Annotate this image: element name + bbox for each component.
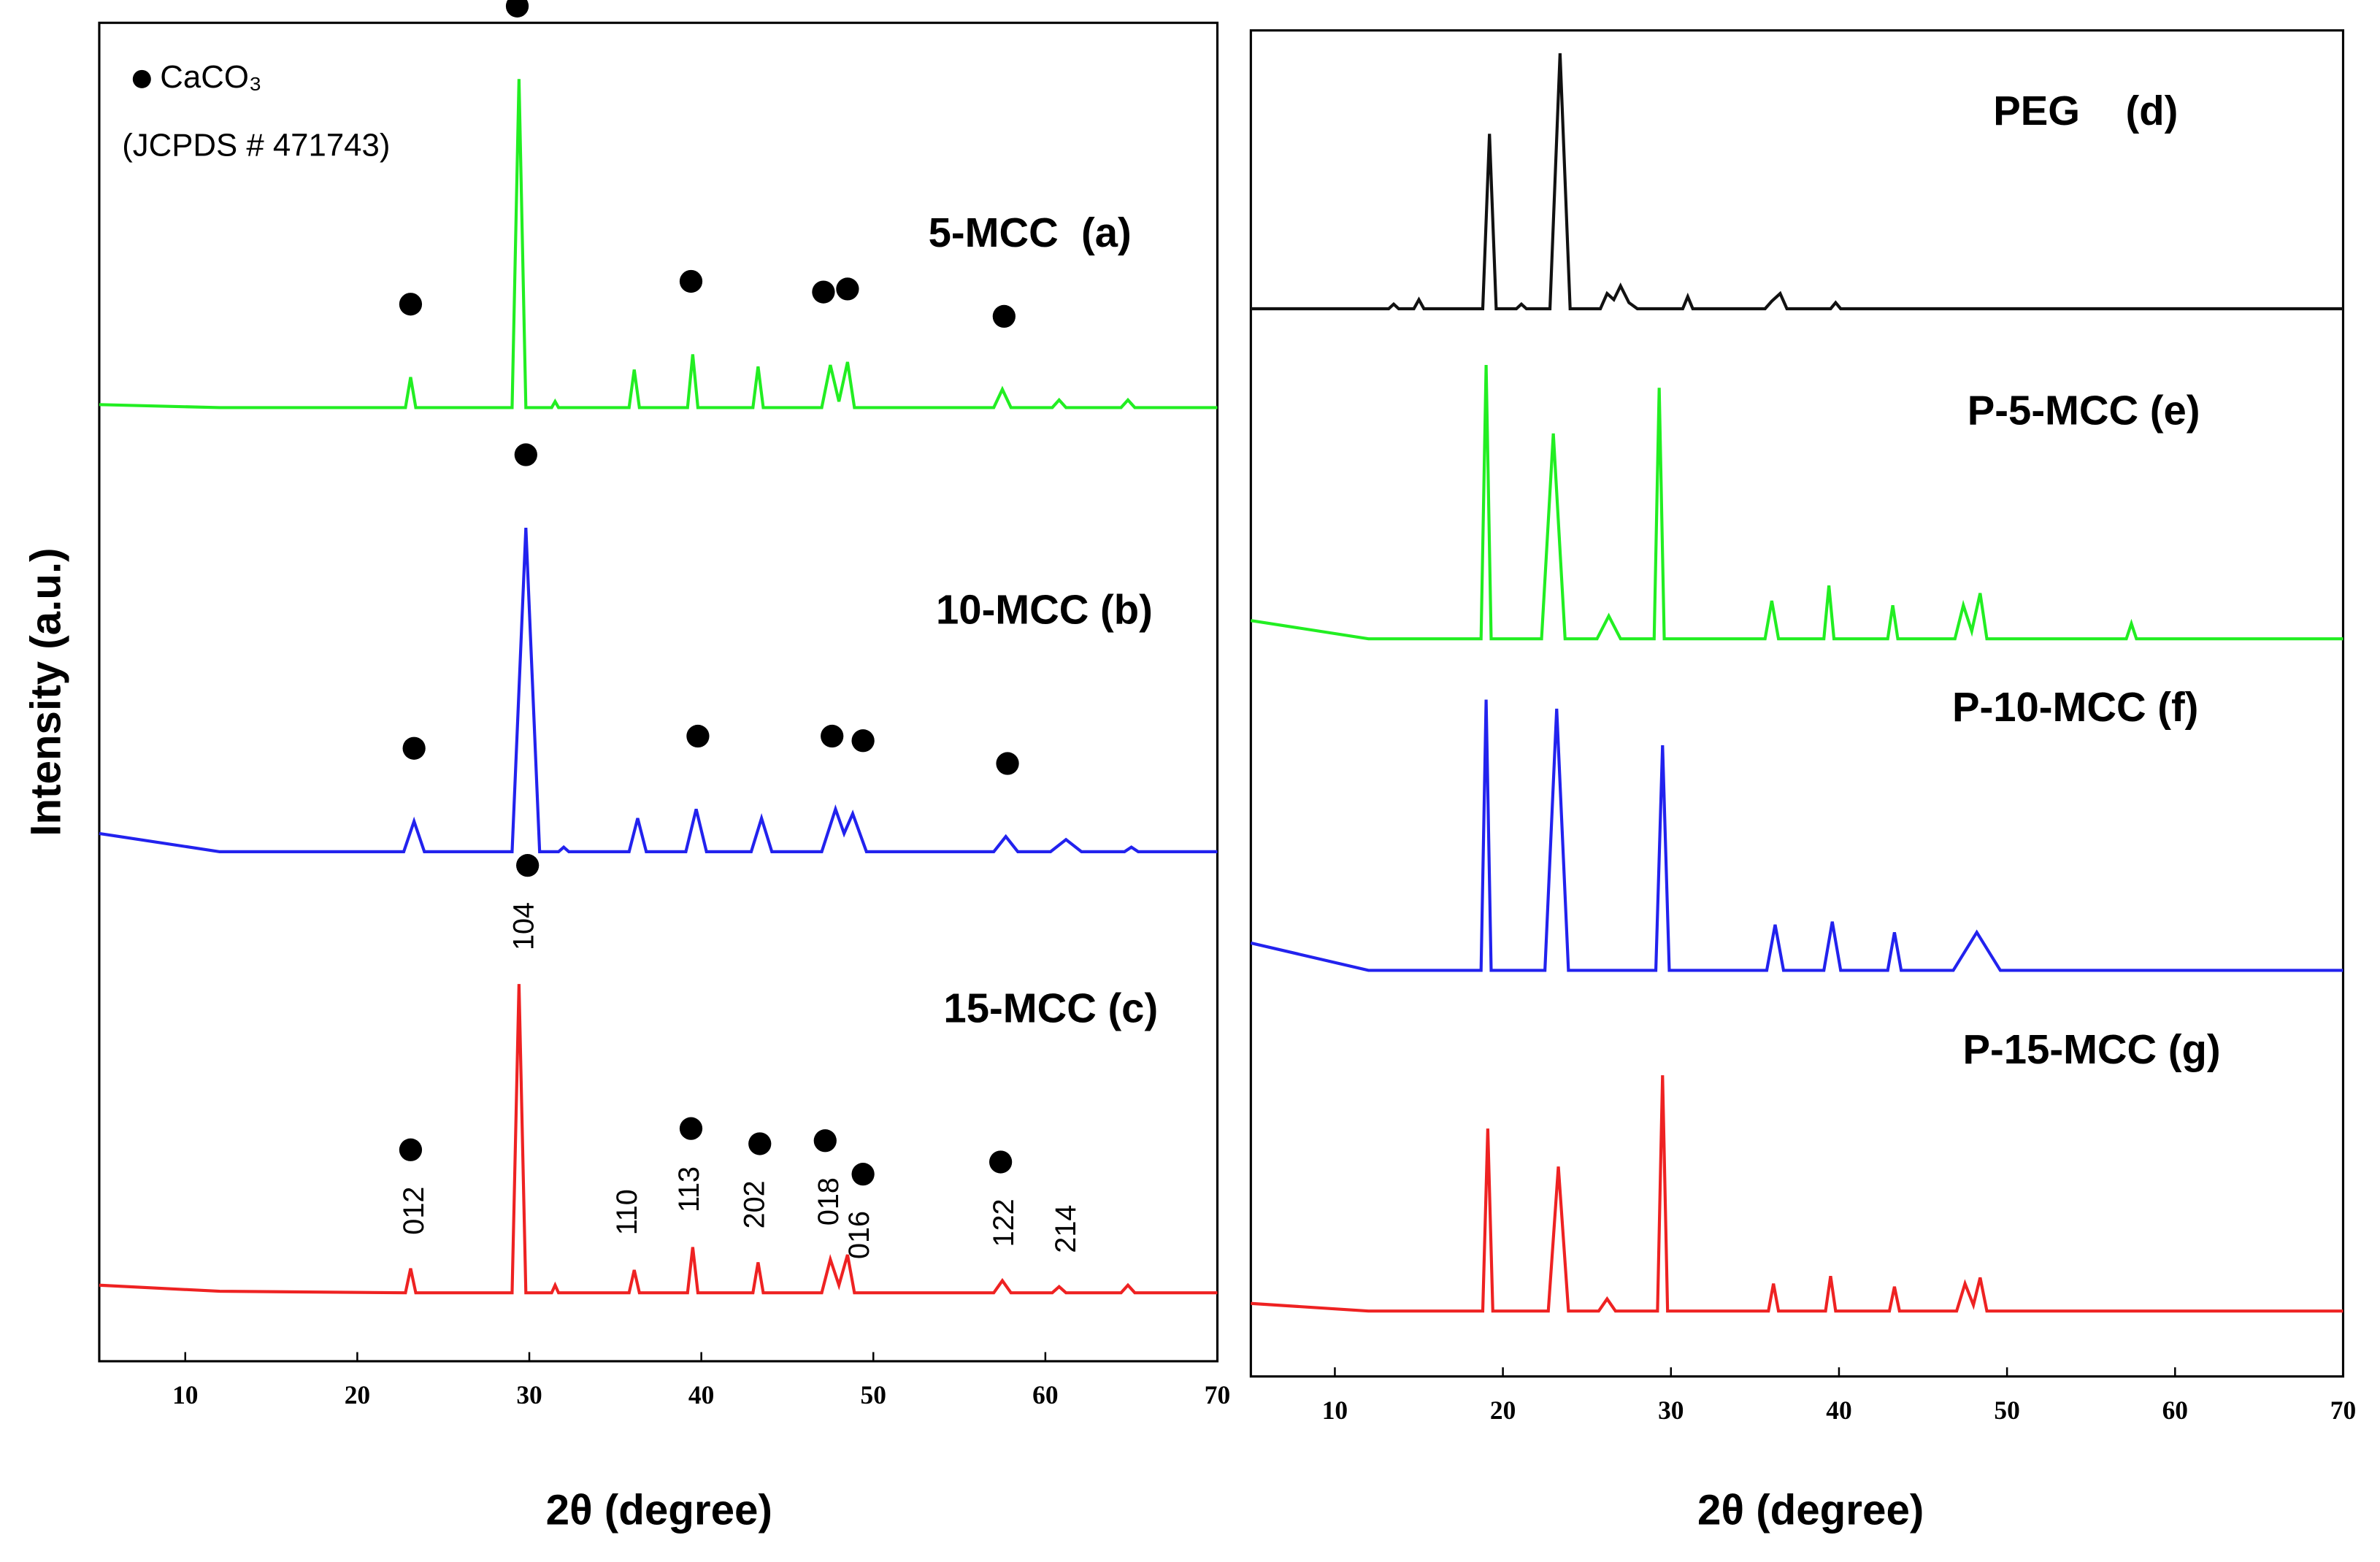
hkl-label: 122 bbox=[988, 1199, 1020, 1247]
peak-marker bbox=[821, 724, 844, 748]
x-tick-label: 20 bbox=[345, 1380, 370, 1409]
peak-marker bbox=[679, 1117, 703, 1140]
xrd-curve bbox=[1250, 699, 2343, 972]
peak-marker bbox=[836, 277, 859, 301]
legend-note: (JCPDS # 471743) bbox=[122, 128, 390, 163]
peak-marker bbox=[748, 1132, 772, 1155]
xrd-curve bbox=[99, 79, 1218, 409]
x-tick-label: 50 bbox=[1994, 1396, 2019, 1425]
xrd-curve bbox=[1251, 365, 2343, 641]
series-label: 5-MCC (a) bbox=[929, 209, 1132, 255]
x-axis-label: 2θ (degree) bbox=[546, 1487, 772, 1534]
peak-marker bbox=[992, 304, 1016, 328]
peak-marker bbox=[813, 1129, 837, 1153]
x-tick-label: 60 bbox=[1032, 1380, 1058, 1409]
x-axis-label: 2θ (degree) bbox=[1697, 1487, 1924, 1534]
peak-marker bbox=[851, 729, 875, 753]
xrd-curve bbox=[99, 527, 1218, 853]
x-tick-label: 10 bbox=[1322, 1396, 1348, 1425]
x-tick-label: 10 bbox=[172, 1380, 198, 1409]
plot-frame bbox=[98, 21, 1219, 1363]
plot-frame bbox=[1249, 29, 2345, 1378]
peak-marker bbox=[399, 1138, 423, 1161]
peak-marker bbox=[812, 280, 835, 304]
peak-marker bbox=[989, 1150, 1013, 1174]
x-tick-label: 40 bbox=[1826, 1396, 1851, 1425]
legend-marker bbox=[132, 69, 151, 88]
hkl-label: 214 bbox=[1050, 1205, 1082, 1253]
y-axis-label: Intensity (a.u.) bbox=[23, 547, 70, 836]
series-label: P-10-MCC (f) bbox=[1952, 684, 2198, 730]
x-tick-label: 70 bbox=[2330, 1396, 2356, 1425]
x-tick-label: 30 bbox=[1658, 1396, 1684, 1425]
xrd-curve bbox=[1251, 1075, 2343, 1313]
hkl-label: 018 bbox=[813, 1177, 845, 1226]
x-tick-label: 70 bbox=[1205, 1380, 1230, 1409]
hkl-label: 113 bbox=[673, 1166, 705, 1212]
x-tick-label: 60 bbox=[2162, 1396, 2188, 1425]
peak-marker bbox=[402, 736, 426, 760]
peak-marker bbox=[399, 293, 423, 316]
peak-marker bbox=[996, 752, 1019, 775]
xrd-curve bbox=[1251, 53, 2343, 311]
legend-label: CaCO₃ bbox=[160, 59, 261, 95]
peak-marker bbox=[851, 1163, 875, 1186]
peak-marker bbox=[514, 443, 537, 466]
hkl-label: 012 bbox=[398, 1187, 430, 1235]
series-label: P-15-MCC (g) bbox=[1963, 1026, 2221, 1072]
x-tick-label: 20 bbox=[1490, 1396, 1516, 1425]
peak-marker bbox=[505, 0, 529, 18]
hkl-label: 016 bbox=[843, 1211, 875, 1259]
x-tick-label: 40 bbox=[688, 1380, 714, 1409]
peak-marker bbox=[516, 854, 540, 877]
hkl-label: 110 bbox=[611, 1189, 643, 1235]
series-label: 15-MCC (c) bbox=[943, 985, 1158, 1031]
peak-marker bbox=[679, 269, 703, 293]
hkl-label: 202 bbox=[738, 1180, 770, 1228]
series-label: PEG (d) bbox=[1993, 88, 2178, 134]
x-tick-label: 30 bbox=[516, 1380, 542, 1409]
series-label: 10-MCC (b) bbox=[936, 587, 1153, 633]
series-label: P-5-MCC (e) bbox=[1968, 388, 2200, 434]
peak-marker bbox=[686, 724, 710, 748]
xrd-curve bbox=[99, 984, 1218, 1295]
x-tick-label: 50 bbox=[861, 1380, 886, 1409]
hkl-label: 104 bbox=[508, 902, 540, 950]
